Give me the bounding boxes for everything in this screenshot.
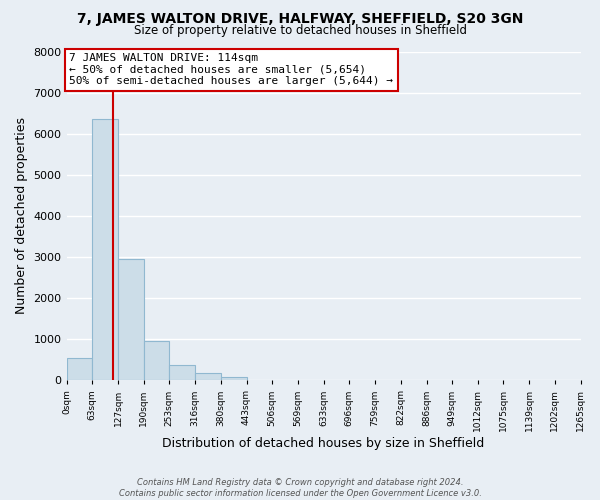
X-axis label: Distribution of detached houses by size in Sheffield: Distribution of detached houses by size … (163, 437, 485, 450)
Text: 7 JAMES WALTON DRIVE: 114sqm
← 50% of detached houses are smaller (5,654)
50% of: 7 JAMES WALTON DRIVE: 114sqm ← 50% of de… (69, 53, 393, 86)
Text: Size of property relative to detached houses in Sheffield: Size of property relative to detached ho… (133, 24, 467, 37)
Text: Contains HM Land Registry data © Crown copyright and database right 2024.
Contai: Contains HM Land Registry data © Crown c… (119, 478, 481, 498)
Text: 7, JAMES WALTON DRIVE, HALFWAY, SHEFFIELD, S20 3GN: 7, JAMES WALTON DRIVE, HALFWAY, SHEFFIEL… (77, 12, 523, 26)
Bar (169, 365, 195, 380)
Bar (144, 341, 169, 380)
Bar (221, 377, 247, 380)
Y-axis label: Number of detached properties: Number of detached properties (15, 118, 28, 314)
Bar (67, 358, 92, 380)
Bar (195, 373, 221, 380)
Bar (118, 259, 144, 380)
Bar (92, 120, 118, 380)
